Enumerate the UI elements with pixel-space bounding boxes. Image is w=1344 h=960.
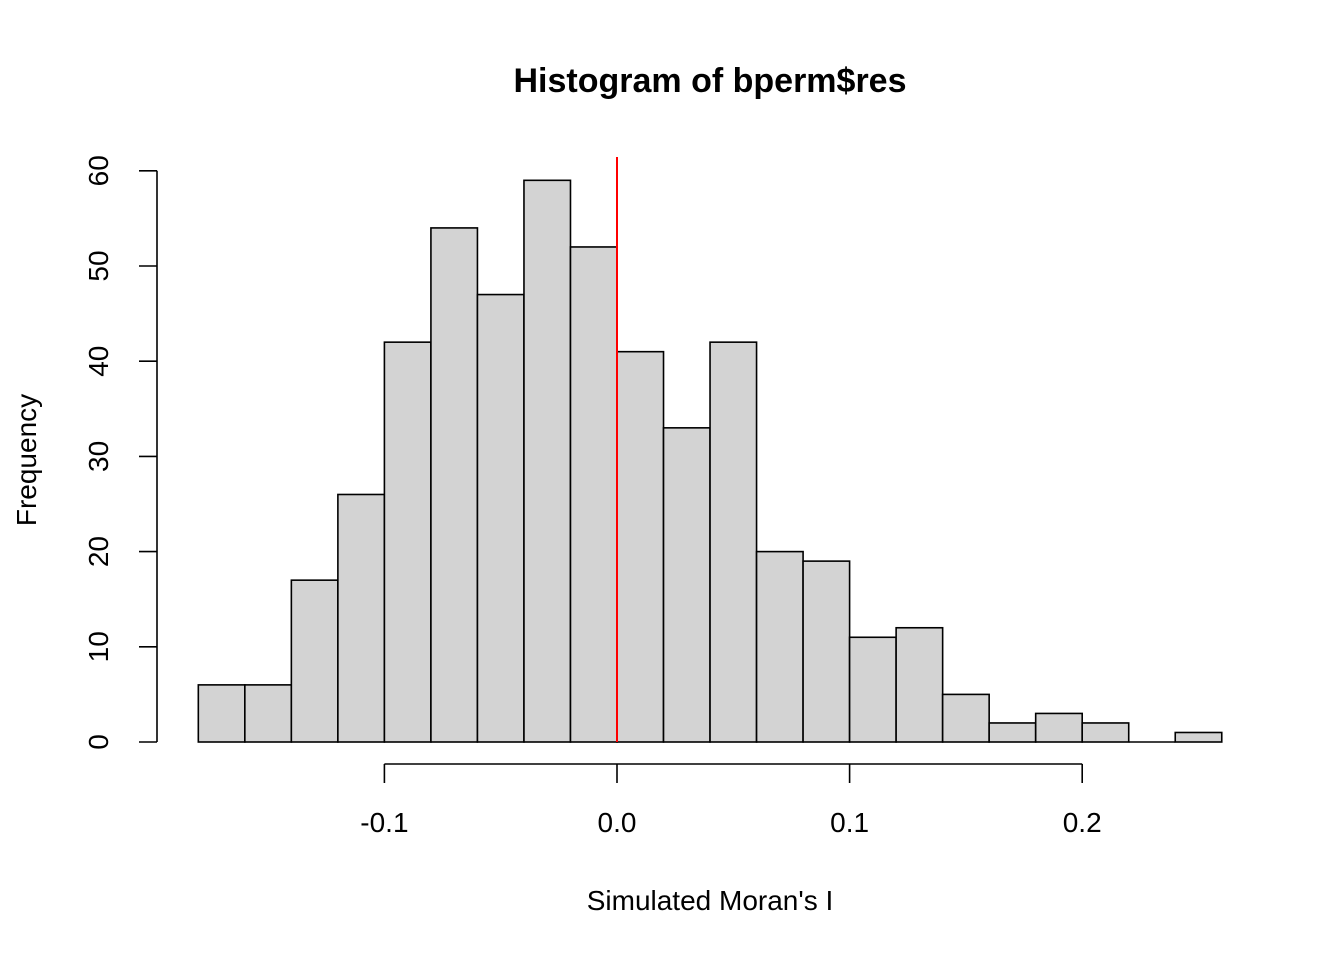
- histogram-bar: [337, 493, 386, 743]
- histogram-bar: [988, 722, 1037, 743]
- y-tick-label: 0: [83, 734, 114, 750]
- x-tick-label: 0.2: [1063, 807, 1102, 838]
- histogram-bar: [616, 350, 665, 743]
- histogram-bar: [895, 626, 944, 743]
- y-tick-label: 10: [83, 631, 114, 662]
- histogram-bar: [476, 293, 525, 743]
- y-tick-label: 40: [83, 346, 114, 377]
- x-tick-label: -0.1: [360, 807, 408, 838]
- histogram-bar: [848, 636, 897, 743]
- y-tick-label: 50: [83, 250, 114, 281]
- x-tick-label: 0.0: [598, 807, 637, 838]
- histogram-bar: [662, 427, 711, 743]
- histogram-bar: [941, 693, 990, 743]
- y-tick-label: 30: [83, 441, 114, 472]
- histogram-bar: [802, 560, 851, 743]
- histogram-bar: [383, 341, 432, 743]
- histogram-bar: [569, 246, 618, 743]
- y-axis: 0 10 20 30 40 50 60: [83, 155, 158, 750]
- histogram-bar: [709, 341, 758, 743]
- y-tick-label: 20: [83, 536, 114, 567]
- histogram-bar: [523, 179, 572, 743]
- chart-title: Histogram of bperm$res: [514, 62, 907, 100]
- x-axis: -0.1 0.0 0.1 0.2: [360, 763, 1102, 838]
- y-axis-title: Frequency: [11, 394, 42, 526]
- x-axis-title: Simulated Moran's I: [587, 885, 834, 916]
- histogram-bar: [1174, 731, 1223, 743]
- histogram-bars: [197, 179, 1223, 743]
- histogram-bar: [1034, 712, 1084, 743]
- x-tick-label: 0.1: [830, 807, 869, 838]
- histogram-bar: [430, 227, 479, 743]
- y-tick-label: 60: [83, 155, 114, 186]
- histogram-bar: [197, 684, 246, 743]
- histogram-bar: [755, 550, 804, 743]
- histogram-bar: [290, 579, 339, 743]
- histogram-bar: [244, 684, 293, 743]
- histogram-bar: [1081, 722, 1130, 743]
